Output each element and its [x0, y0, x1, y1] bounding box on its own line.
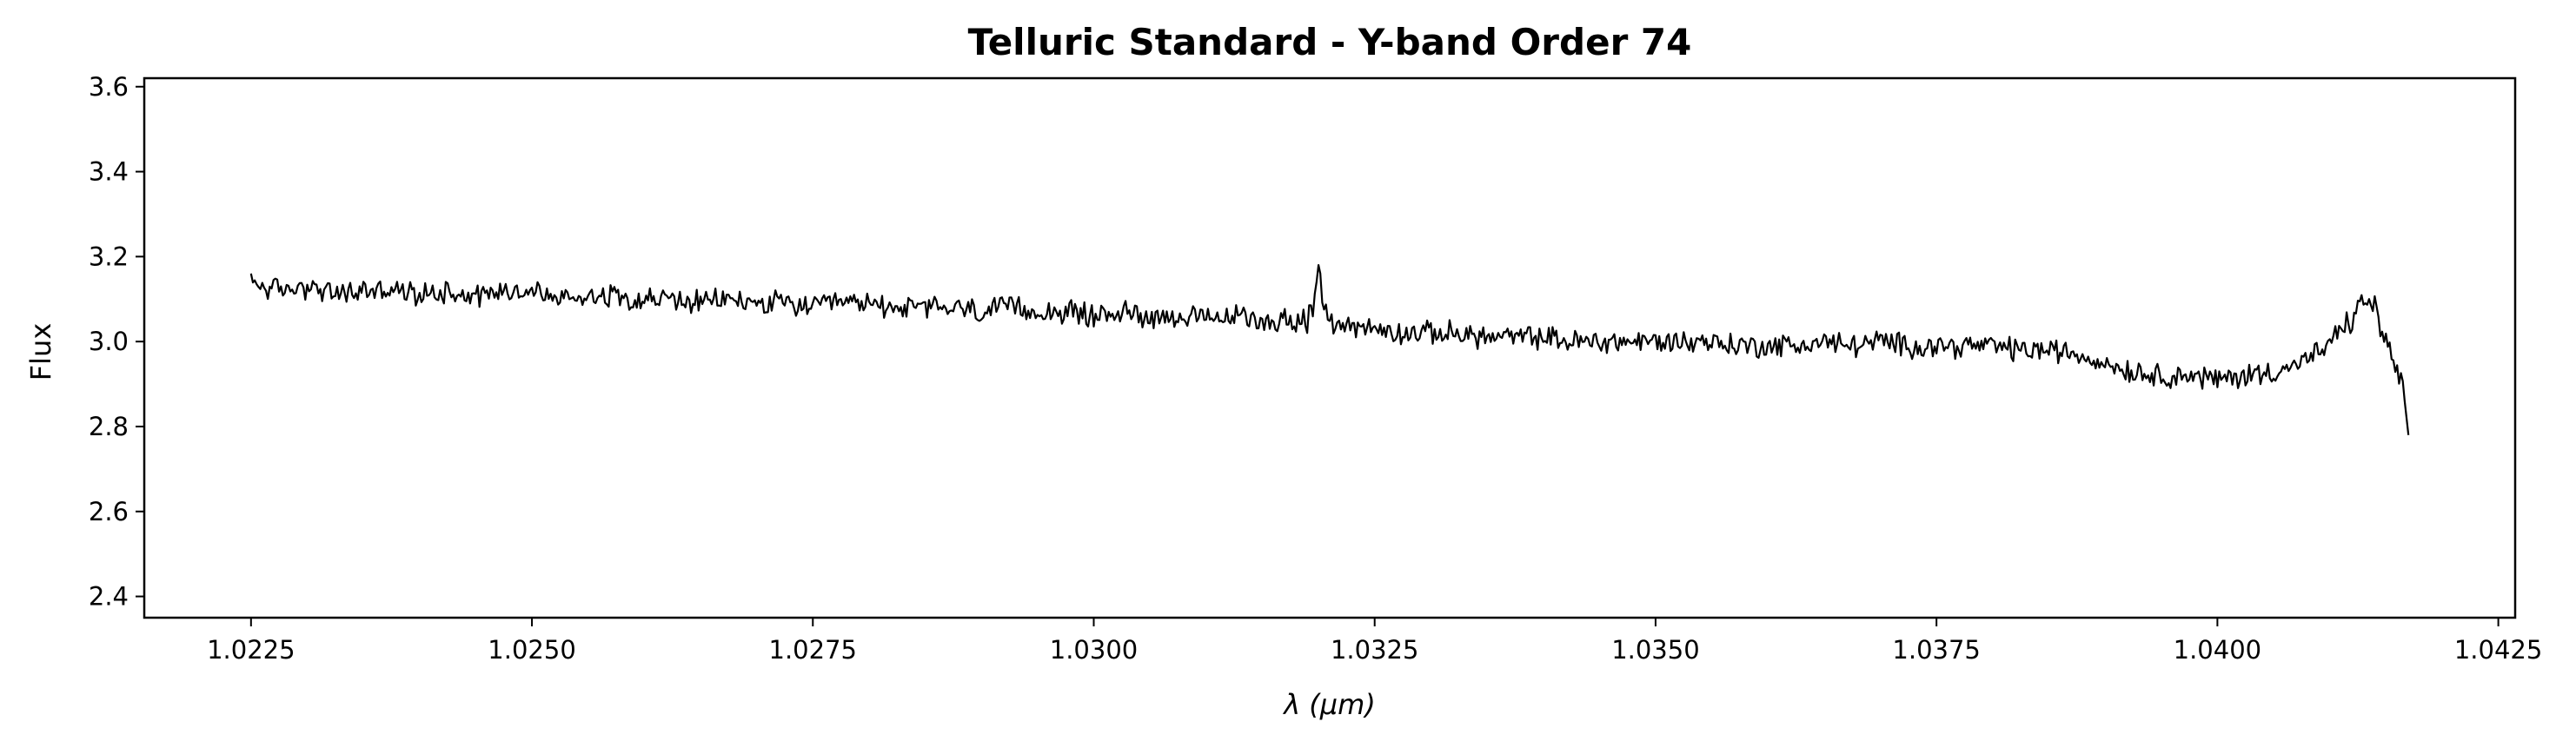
x-axis-label: λ (μm): [1282, 688, 1376, 721]
x-tick-label: 1.0325: [1331, 635, 1418, 665]
axis-ticks: 1.0225 1.0250 1.0275 1.0300 1.0325 1.0350 1.03…: [89, 72, 2542, 665]
plot-frame: [143, 76, 2517, 619]
x-tick-label: 1.0400: [2174, 635, 2261, 665]
x-tick-label: 1.0375: [1892, 635, 1980, 665]
chart-title: Telluric Standard - Y-band Order 74: [968, 21, 1692, 63]
x-tick-label: 1.0425: [2454, 635, 2542, 665]
y-axis-label: Flux: [24, 323, 57, 381]
x-tick-label: 1.0300: [1050, 635, 1138, 665]
x-tick-label: 1.0350: [1611, 635, 1699, 665]
y-tick-label: 3.4: [89, 157, 129, 187]
x-tick-label: 1.0225: [207, 635, 295, 665]
y-tick-label: 2.6: [89, 497, 129, 526]
y-tick-label: 2.4: [89, 582, 129, 612]
y-tick-label: 2.8: [89, 412, 129, 441]
x-tick-label: 1.0275: [769, 635, 857, 665]
spectrum-line: [249, 264, 2410, 435]
y-tick-label: 3.2: [89, 242, 129, 271]
x-tick-label: 1.0250: [488, 635, 575, 665]
plot-area: [249, 264, 2410, 435]
y-tick-label: 3.0: [89, 327, 129, 356]
y-tick-label: 3.6: [89, 72, 129, 102]
